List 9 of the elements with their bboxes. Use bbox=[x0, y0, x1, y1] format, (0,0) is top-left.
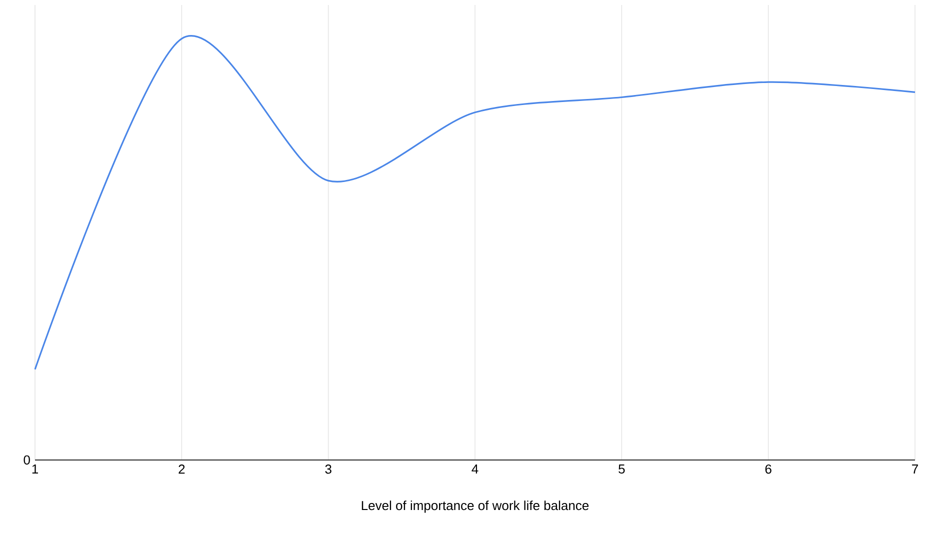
text: 0 bbox=[24, 455, 30, 465]
x-tick-label: 5 bbox=[618, 464, 625, 474]
x-tick-label: 4 bbox=[472, 464, 478, 474]
x-axis-title: Level of importance of work life balance bbox=[362, 500, 589, 513]
x-tick-label: 3 bbox=[325, 464, 332, 474]
x-tick-label: 7 bbox=[912, 464, 918, 474]
x-tick-label: 6 bbox=[765, 464, 772, 474]
x-tick-label: 2 bbox=[178, 464, 185, 474]
x-tick-label: 1 bbox=[32, 464, 38, 474]
